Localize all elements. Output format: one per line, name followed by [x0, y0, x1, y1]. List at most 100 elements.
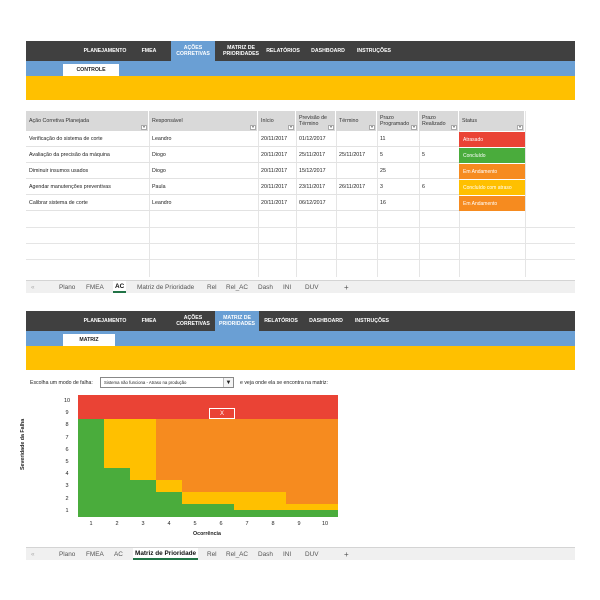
cell-inicio[interactable]: 20/11/2017 — [258, 195, 296, 211]
cell-previsao[interactable]: 06/12/2017 — [296, 195, 336, 211]
cell-previsao[interactable]: 15/12/2017 — [296, 163, 336, 179]
sheet-tab-duv[interactable]: DUV — [305, 550, 319, 558]
sheet-tab-rel[interactable]: Rel — [207, 283, 217, 291]
nav-matriz-de-prioridades[interactable]: MATRIZ DE PRIORIDADES — [222, 45, 260, 57]
severity-tick: 1 — [65, 507, 69, 514]
cell-acao[interactable]: Calibrar sistema de corte — [26, 195, 149, 211]
sheet-tab-duv[interactable]: DUV — [305, 283, 319, 291]
nav-acoes-corretivas[interactable]: AÇÕES CORRETIVAS — [171, 41, 215, 61]
cell-termino[interactable] — [336, 163, 377, 179]
occurrence-tick: 2 — [115, 521, 119, 527]
sheet-tab-rel-ac[interactable]: Rel_AC — [226, 283, 249, 291]
cell-status[interactable]: Concluído — [459, 148, 525, 163]
cell-status[interactable]: Concluído com atraso — [459, 180, 525, 195]
cell-prazo-realizado[interactable] — [419, 163, 459, 179]
cell-responsavel[interactable]: Diogo — [149, 163, 258, 179]
sheet-tab-rel[interactable]: Rel — [207, 550, 217, 558]
cell-previsao[interactable]: 25/11/2017 — [296, 147, 336, 163]
tab-matriz[interactable]: MATRIZ — [63, 334, 115, 346]
nav-fmea[interactable]: FMEA — [141, 48, 157, 54]
sheet-tab-fmea[interactable]: FMEA — [86, 550, 104, 558]
add-sheet-button[interactable]: + — [344, 282, 349, 292]
cell-prazo-programado[interactable]: 25 — [377, 163, 419, 179]
tab-controle[interactable]: CONTROLE — [63, 64, 119, 76]
cell-inicio[interactable]: 20/11/2017 — [258, 147, 296, 163]
cell-inicio[interactable]: 20/11/2017 — [258, 179, 296, 195]
cell-prazo-realizado[interactable]: 6 — [419, 179, 459, 195]
sheet-tab-ac[interactable]: AC — [113, 281, 127, 293]
nav-matriz-de-prioridades[interactable]: MATRIZ DE PRIORIDADES — [215, 311, 259, 331]
failure-mode-prompt: Escolha um modo de falha: — [30, 380, 93, 386]
nav-planejamento[interactable]: PLANEJAMENTO — [83, 48, 127, 54]
occurrence-tick: 1 — [89, 521, 93, 527]
cell-status[interactable]: Em Andamento — [459, 164, 525, 179]
cell-termino[interactable] — [336, 195, 377, 211]
grid-line — [26, 243, 575, 244]
cell-prazo-programado[interactable]: 11 — [377, 131, 419, 147]
sheet-tab-matriz-de-prioridade[interactable]: Matriz de Prioridade — [133, 548, 199, 560]
nav-instrucoes[interactable]: INSTRUÇÕES — [354, 318, 389, 324]
sheet-tab-plano[interactable]: Plano — [59, 550, 76, 558]
filter-dropdown-icon[interactable]: ▾ — [517, 125, 523, 130]
chevron-down-icon[interactable]: ▼ — [223, 378, 233, 387]
cell-responsavel[interactable]: Leandro — [149, 131, 258, 147]
sheet-tab-fmea[interactable]: FMEA — [86, 283, 104, 291]
cell-termino[interactable]: 25/11/2017 — [336, 147, 377, 163]
nav-dashboard[interactable]: DASHBOARD — [311, 48, 345, 54]
sheet-tab-dash[interactable]: Dash — [258, 550, 273, 558]
column-header-label: Previsão de Término — [299, 115, 327, 127]
nav-acoes-corretivas[interactable]: AÇÕES CORRETIVAS — [176, 315, 210, 327]
column-header-label: Início — [261, 118, 274, 124]
cell-prazo-programado[interactable]: 5 — [377, 147, 419, 163]
filter-dropdown-icon[interactable]: ▾ — [141, 125, 147, 130]
cell-acao[interactable]: Diminuir insumos usados — [26, 163, 149, 179]
occurrence-tick: 5 — [193, 521, 197, 527]
sheet-tab-ini[interactable]: INI — [283, 550, 292, 558]
cell-previsao[interactable]: 01/12/2017 — [296, 131, 336, 147]
filter-dropdown-icon[interactable]: ▾ — [288, 125, 294, 130]
sheet-tab-dash[interactable]: Dash — [258, 283, 273, 291]
nav-planejamento[interactable]: PLANEJAMENTO — [83, 318, 127, 324]
column-header-label: Prazo Realizado — [422, 115, 446, 127]
cell-prazo-programado[interactable]: 3 — [377, 179, 419, 195]
cell-inicio[interactable]: 20/11/2017 — [258, 163, 296, 179]
cell-acao[interactable]: Verificação do sistema de corte — [26, 131, 149, 147]
cell-termino[interactable]: 26/11/2017 — [336, 179, 377, 195]
cell-prazo-programado[interactable]: 16 — [377, 195, 419, 211]
cell-acao[interactable]: Avaliação da precisão da máquina — [26, 147, 149, 163]
sheet-scroll-icon[interactable]: « — [31, 283, 35, 291]
filter-dropdown-icon[interactable]: ▾ — [328, 125, 334, 130]
cell-prazo-realizado[interactable] — [419, 131, 459, 147]
sheet-scroll-icon[interactable]: « — [31, 550, 35, 558]
filter-dropdown-icon[interactable]: ▾ — [369, 125, 375, 130]
cell-status[interactable]: Em Andamento — [459, 196, 525, 211]
cell-inicio[interactable]: 20/11/2017 — [258, 131, 296, 147]
cell-prazo-realizado[interactable] — [419, 195, 459, 211]
filter-dropdown-icon[interactable]: ▾ — [451, 125, 457, 130]
nav-dashboard[interactable]: DASHBOARD — [309, 318, 343, 324]
cell-status[interactable]: Atrasado — [459, 132, 525, 147]
nav-instrucoes[interactable]: INSTRUÇÕES — [356, 48, 391, 54]
sheet-tab-ac[interactable]: AC — [114, 550, 123, 558]
sheet-tab-matriz-de-prioridade[interactable]: Matriz de Prioridade — [137, 283, 195, 291]
add-sheet-button[interactable]: + — [344, 549, 349, 559]
cell-prazo-realizado[interactable]: 5 — [419, 147, 459, 163]
cell-responsavel[interactable]: Leandro — [149, 195, 258, 211]
sheet-tab-rel-ac[interactable]: Rel_AC — [226, 550, 249, 558]
cell-responsavel[interactable]: Diogo — [149, 147, 258, 163]
nav-relatorios[interactable]: RELATÓRIOS — [266, 48, 300, 54]
severity-tick: 10 — [63, 398, 71, 404]
failure-mode-select[interactable]: Sistema não funciona - Atraso na produçã… — [100, 377, 234, 388]
failure-mode-marker: X — [209, 408, 235, 420]
column-header-previsao: Previsão de Término ▾ — [296, 111, 336, 131]
cell-previsao[interactable]: 23/11/2017 — [296, 179, 336, 195]
filter-dropdown-icon[interactable]: ▾ — [250, 125, 256, 130]
sheet-tab-ini[interactable]: INI — [283, 283, 292, 291]
sheet-tab-plano[interactable]: Plano — [59, 283, 76, 291]
filter-dropdown-icon[interactable]: ▾ — [411, 125, 417, 130]
cell-responsavel[interactable]: Paula — [149, 179, 258, 195]
cell-acao[interactable]: Agendar manutenções preventivas — [26, 179, 149, 195]
nav-relatorios[interactable]: RELATÓRIOS — [264, 318, 298, 324]
nav-fmea[interactable]: FMEA — [141, 318, 157, 324]
cell-termino[interactable] — [336, 131, 377, 147]
